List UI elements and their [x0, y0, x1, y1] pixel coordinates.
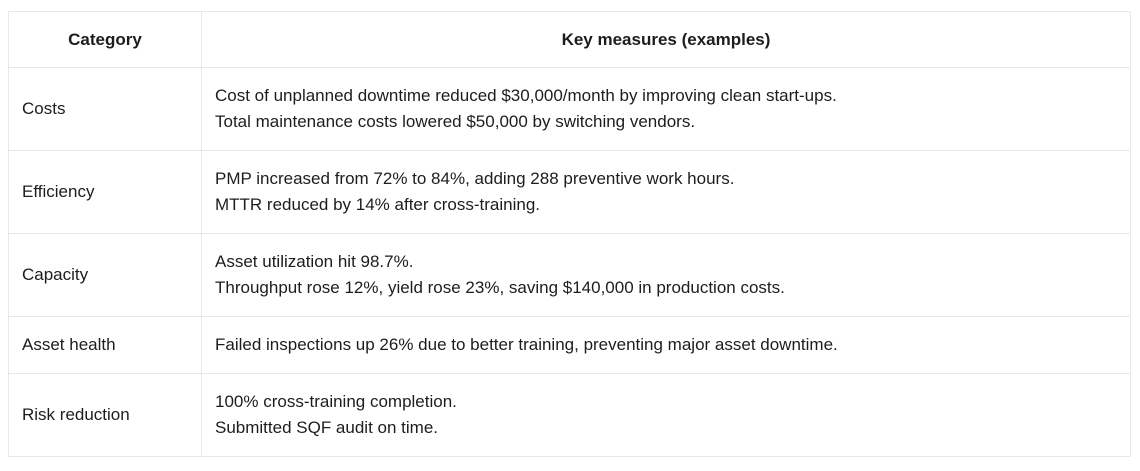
category-cell: Risk reduction: [8, 373, 202, 457]
measure-line: Throughput rose 12%, yield rose 23%, sav…: [215, 278, 785, 297]
measure-line: Submitted SQF audit on time.: [215, 418, 438, 437]
measure-line: Asset utilization hit 98.7%.: [215, 252, 414, 271]
measures-column-header: Key measures (examples): [201, 11, 1131, 68]
measure-line: PMP increased from 72% to 84%, adding 28…: [215, 169, 735, 188]
measure-line: MTTR reduced by 14% after cross-training…: [215, 195, 541, 214]
table-row-costs: Costs Cost of unplanned downtime reduced…: [8, 67, 1131, 151]
measures-cell: Failed inspections up 26% due to better …: [201, 316, 1131, 374]
table-row-capacity: Capacity Asset utilization hit 98.7%. Th…: [8, 233, 1131, 317]
measures-cell: 100% cross-training completion. Submitte…: [201, 373, 1131, 457]
category-column-header: Category: [8, 11, 202, 68]
table-row-risk-reduction: Risk reduction 100% cross-training compl…: [8, 373, 1131, 457]
measure-line: Cost of unplanned downtime reduced $30,0…: [215, 86, 837, 105]
measures-cell: Asset utilization hit 98.7%. Throughput …: [201, 233, 1131, 317]
category-cell: Capacity: [8, 233, 202, 317]
table-row-efficiency: Efficiency PMP increased from 72% to 84%…: [8, 150, 1131, 234]
measure-line: 100% cross-training completion.: [215, 392, 457, 411]
category-cell: Asset health: [8, 316, 202, 374]
table-row-asset-health: Asset health Failed inspections up 26% d…: [8, 316, 1131, 374]
measure-line: Total maintenance costs lowered $50,000 …: [215, 112, 696, 131]
key-measures-table: Category Key measures (examples) Costs C…: [8, 11, 1131, 457]
header-row: Category Key measures (examples): [8, 11, 1131, 68]
measures-cell: Cost of unplanned downtime reduced $30,0…: [201, 67, 1131, 151]
measure-line: Failed inspections up 26% due to better …: [215, 335, 838, 354]
category-cell: Costs: [8, 67, 202, 151]
measures-cell: PMP increased from 72% to 84%, adding 28…: [201, 150, 1131, 234]
category-cell: Efficiency: [8, 150, 202, 234]
